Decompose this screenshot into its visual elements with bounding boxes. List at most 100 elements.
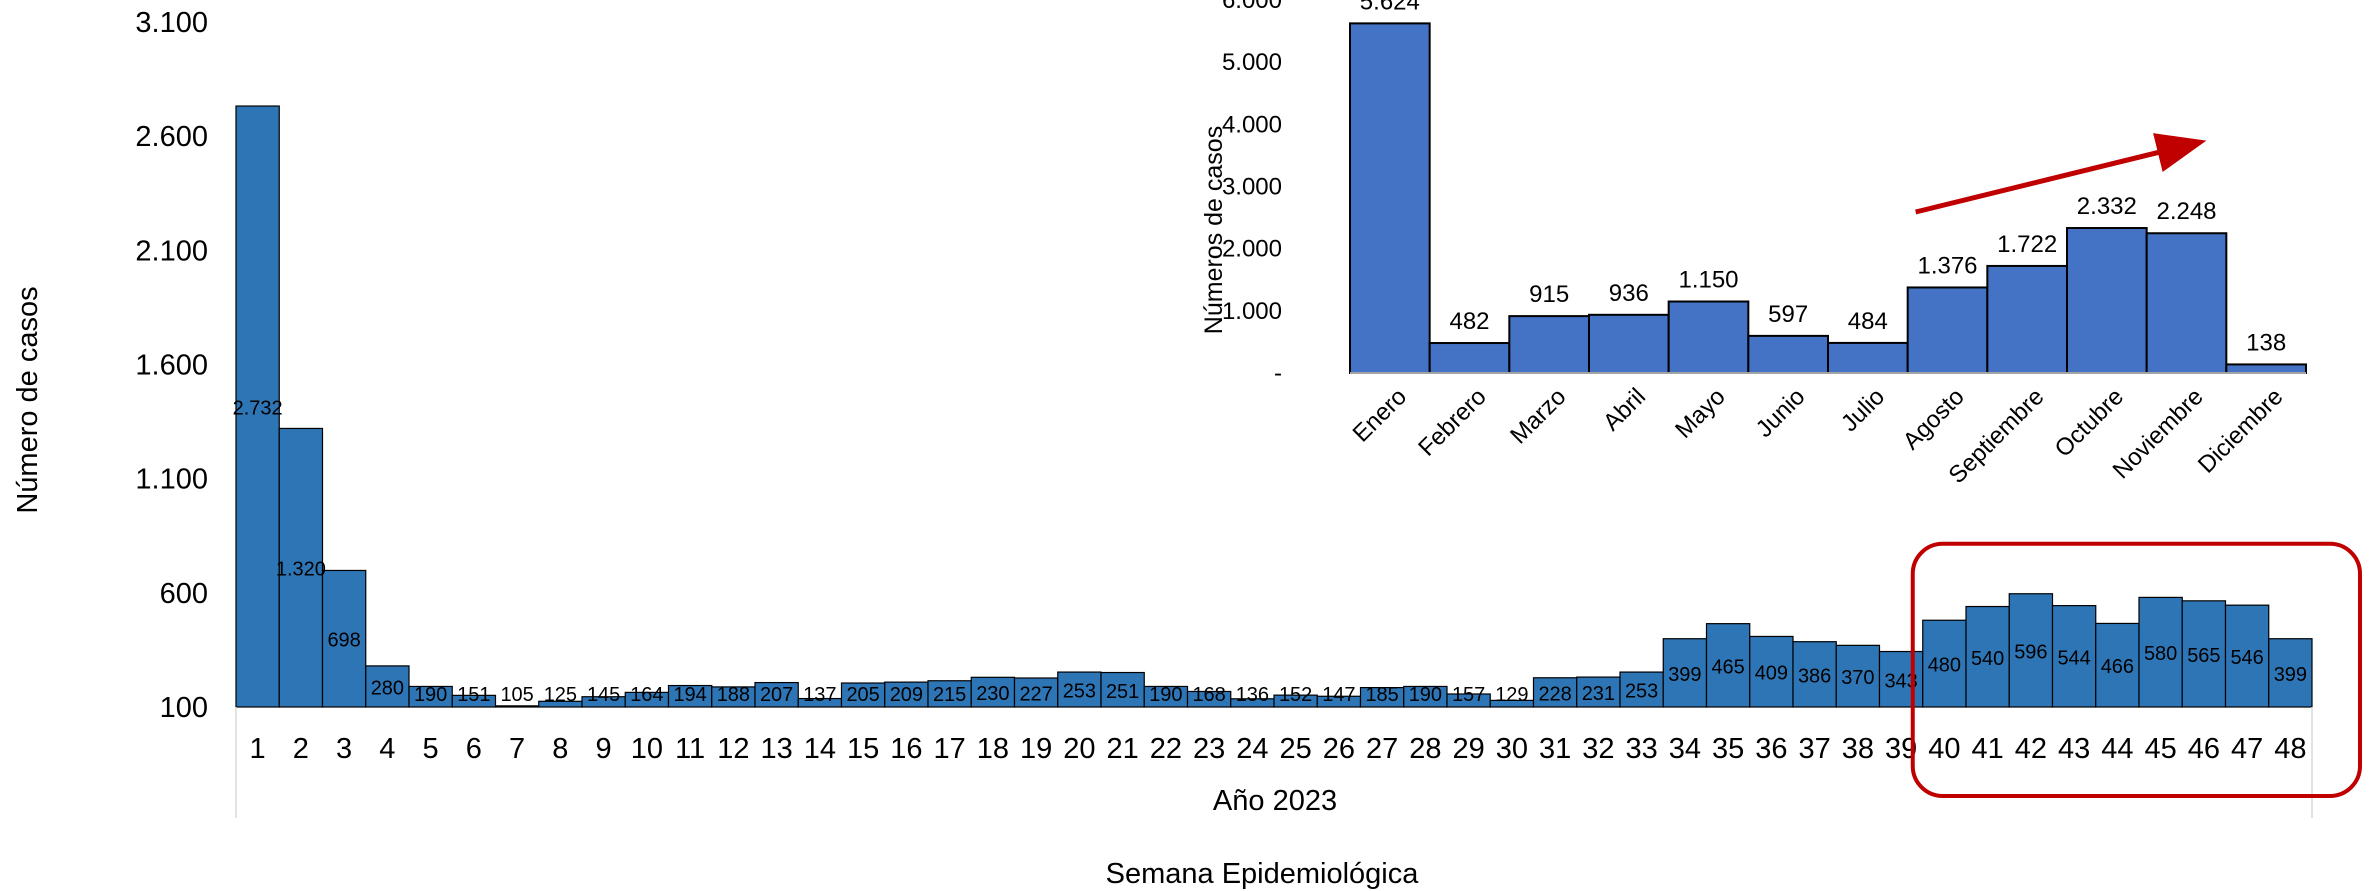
main-x-tick-label: 2 <box>293 733 309 765</box>
inset-x-tick-label: Agosto <box>1898 383 1970 455</box>
main-y-axis-title: Número de casos <box>12 286 44 513</box>
main-y-tick-label: 3.100 <box>135 7 208 39</box>
main-bar-value-label: 227 <box>1019 684 1052 706</box>
inset-bar <box>1747 334 1830 375</box>
main-bar-value-label: 205 <box>846 684 879 706</box>
main-x-tick-label: 9 <box>596 733 612 765</box>
inset-bar <box>2066 227 2148 374</box>
main-bar-value-label: 137 <box>803 684 836 706</box>
main-bar-value-label: 343 <box>1884 670 1917 692</box>
inset-bar-value-label: 1.376 <box>1917 252 1977 279</box>
main-x-tick-label: 41 <box>1971 733 2003 765</box>
main-bar-value-label: 164 <box>630 684 663 706</box>
main-bar-value-label: 215 <box>933 684 966 706</box>
inset-y-tick-label: 1.000 <box>1222 298 1282 325</box>
inset-bar <box>1588 313 1670 375</box>
main-bar-value-label: 370 <box>1841 667 1874 689</box>
main-x-tick-label: 7 <box>509 733 525 765</box>
main-bar-value-label: 540 <box>1971 648 2004 670</box>
inset-bar-value-label: 597 <box>1768 301 1808 328</box>
inset-x-tick-label: Enero <box>1348 383 1412 447</box>
main-x-tick-label: 26 <box>1323 733 1355 765</box>
main-bar <box>970 676 1016 708</box>
main-bar <box>754 681 799 708</box>
inset-y-axis-title: Números de casos <box>1200 126 1228 334</box>
main-bar <box>1013 677 1059 708</box>
inset-bar-value-label: 2.248 <box>2156 198 2216 225</box>
inset-x-tick-label: Julio <box>1836 383 1890 437</box>
main-x-axis-title: Semana Epidemiológica <box>1106 858 1420 890</box>
main-bar-value-label: 157 <box>1452 684 1485 706</box>
main-x-tick-label: 45 <box>2144 733 2176 765</box>
main-bar-value-label: 480 <box>1928 655 1961 677</box>
main-bar-value-label: 399 <box>2274 664 2307 686</box>
inset-bar-value-label: 484 <box>1848 308 1888 335</box>
inset-y-tick-label: 6.000 <box>1222 0 1282 14</box>
main-x-axis-ticks: 1 2 3 4 5 6 7 8 9 10 11 12 13 14 15 16 17 18 19 20 21 22 23 24 2… <box>250 733 2307 765</box>
inset-bar <box>1349 22 1431 375</box>
inset-y-tick-label: 4.000 <box>1222 111 1282 138</box>
main-x-tick-label: 16 <box>890 733 922 765</box>
inset-y-tick-label: 3.000 <box>1222 174 1282 201</box>
main-x-tick-label: 19 <box>1020 733 1052 765</box>
main-x-tick-label: 29 <box>1452 733 1484 765</box>
main-bar-value-label: 136 <box>1236 684 1269 706</box>
main-x-tick-label: 31 <box>1539 733 1571 765</box>
inset-x-axis-ticks: Enero Febrero Marzo Abril Mayo Junio Julio Agos… <box>1348 383 2289 489</box>
inset-x-tick-label: Marzo <box>1505 383 1571 449</box>
highlight-box <box>1910 541 2362 798</box>
main-x-tick-label: 4 <box>379 733 395 765</box>
main-x-tick-label: 11 <box>675 733 705 765</box>
main-bar <box>321 569 367 708</box>
inset-x-tick-label: Junio <box>1751 383 1811 443</box>
main-y-tick-label: 100 <box>160 692 208 724</box>
inset-bar-value-label: 936 <box>1609 280 1649 307</box>
main-bar-value-label: 399 <box>1668 664 1701 686</box>
inset-bar <box>1508 315 1591 374</box>
main-y-tick-label: 600 <box>160 578 208 610</box>
main-bar <box>884 681 929 708</box>
main-bar-value-label: 147 <box>1322 684 1355 706</box>
main-bar-value-label: 409 <box>1755 663 1788 685</box>
main-bar <box>1878 650 1924 708</box>
main-bar <box>451 694 497 708</box>
main-bar-value-label: 129 <box>1495 684 1528 706</box>
main-x-tick-label: 30 <box>1496 733 1528 765</box>
main-x-tick-label: 10 <box>631 733 663 765</box>
inset-bar-value-label: 5.624 <box>1360 0 1420 15</box>
main-y-tick-label: 2.100 <box>135 235 208 267</box>
main-bar-value-label: 565 <box>2187 645 2220 667</box>
main-x-tick-label: 38 <box>1842 733 1874 765</box>
inset-bar-value-label: 1.722 <box>1997 231 2057 258</box>
inset-y-tick-label: 2.000 <box>1222 236 1282 263</box>
main-bar <box>1835 644 1881 708</box>
main-x-tick-label: 36 <box>1755 733 1787 765</box>
inset-bar-value-label: 482 <box>1449 308 1489 335</box>
main-x-tick-label: 48 <box>2274 733 2306 765</box>
inset-bar <box>2145 232 2228 374</box>
main-bar-value-label: 152 <box>1279 684 1312 706</box>
main-x-tick-label: 22 <box>1150 733 1182 765</box>
main-bar-value-label: 194 <box>673 684 706 706</box>
main-x-tick-label: 14 <box>804 733 836 765</box>
main-bar-value-label: 209 <box>890 684 923 706</box>
main-bar <box>1619 671 1664 708</box>
main-bar-value-label: 190 <box>414 684 447 706</box>
main-x-tick-label: 1 <box>250 733 266 765</box>
main-x-tick-label: 17 <box>933 733 965 765</box>
inset-bar-value-label: 138 <box>2246 329 2286 356</box>
main-bar-value-label: 2.732 <box>233 398 283 420</box>
main-x-tick-label: 35 <box>1712 733 1744 765</box>
main-x-tick-label: 34 <box>1669 733 1701 765</box>
main-bar-value-label: 465 <box>1711 656 1744 678</box>
main-x-tick-label: 15 <box>847 733 879 765</box>
main-bar-value-label: 546 <box>2230 647 2263 669</box>
main-bar <box>2008 593 2054 708</box>
main-group-label: Año 2023 <box>1213 785 1337 817</box>
main-x-tick-label: 8 <box>552 733 568 765</box>
main-bar <box>2224 604 2270 708</box>
main-bar-value-label: 231 <box>1582 683 1615 705</box>
main-x-tick-label: 46 <box>2188 733 2220 765</box>
main-x-tick-label: 21 <box>1106 733 1138 765</box>
